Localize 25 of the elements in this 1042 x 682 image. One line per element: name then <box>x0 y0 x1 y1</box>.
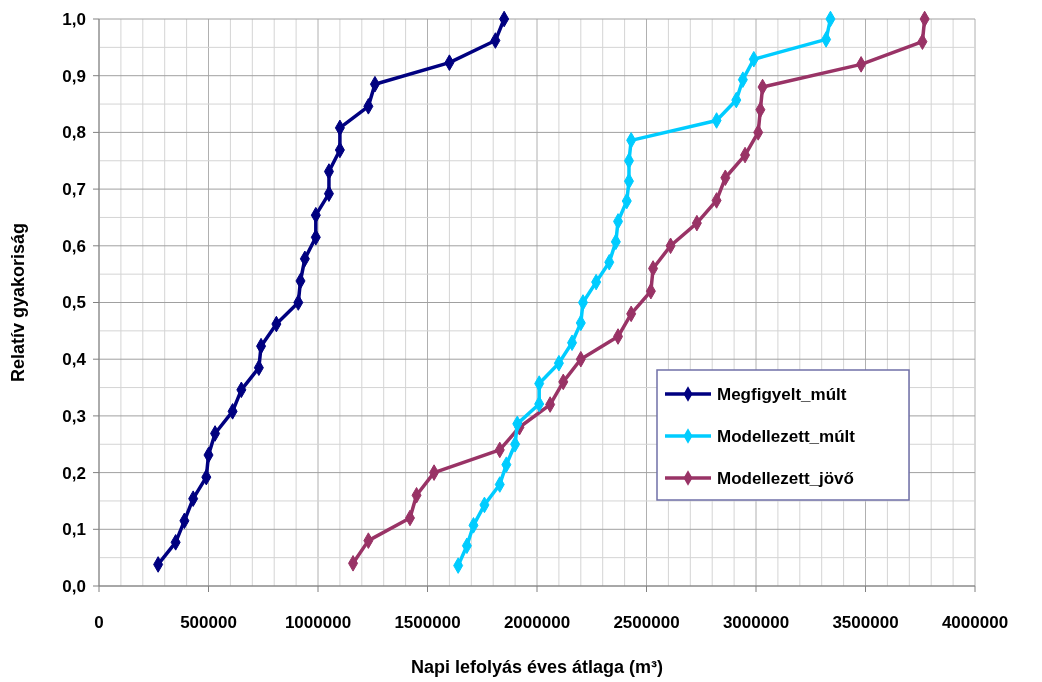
x-tick-label: 2000000 <box>503 613 571 632</box>
x-tick-label: 1000000 <box>284 613 352 632</box>
x-tick-label: 3000000 <box>722 613 790 632</box>
y-tick-label: 0,0 <box>62 576 86 596</box>
y-tick-label: 0,5 <box>62 293 86 313</box>
x-tick-label: 2500000 <box>613 613 680 632</box>
x-axis-title: Napi lefolyás éves átlaga (m³) <box>410 657 664 677</box>
y-axis-title: Relatív gyakoriság <box>8 222 28 383</box>
y-tick-label: 0,1 <box>62 520 86 540</box>
y-tick-label: 0,4 <box>62 350 87 370</box>
x-tick-label: 1500000 <box>394 613 461 632</box>
x-tick-label: 3500000 <box>832 613 899 632</box>
y-tick-label: 0,7 <box>62 180 86 200</box>
y-tick-label: 0,9 <box>62 66 86 86</box>
legend-label: Modellezett_múlt <box>717 426 856 446</box>
y-tick-label: 1,0 <box>62 9 86 29</box>
legend-label: Modellezett_jövő <box>717 468 854 488</box>
x-tick-label: 0 <box>94 613 104 632</box>
x-tick-label: 500000 <box>180 613 237 632</box>
x-tick-label: 4000000 <box>941 613 1009 632</box>
y-tick-label: 0,3 <box>62 406 86 426</box>
legend-label: Megfigyelt_múlt <box>717 384 847 404</box>
y-tick-label: 0,6 <box>62 236 86 256</box>
y-tick-label: 0,2 <box>62 463 86 483</box>
y-tick-label: 0,8 <box>62 123 86 143</box>
